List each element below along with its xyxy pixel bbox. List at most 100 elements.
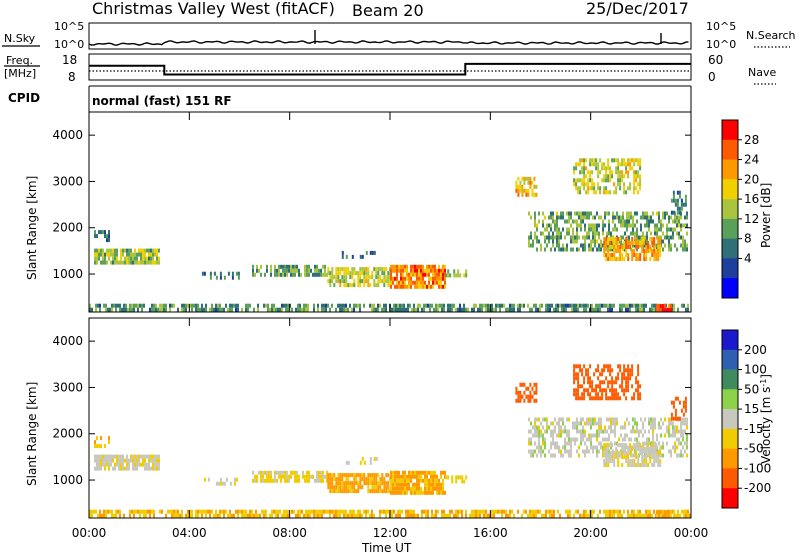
echo-cell [112,454,114,459]
echo-cell [622,223,624,228]
echo-cell [658,441,660,446]
echo-cell [558,235,560,240]
echo-cell [530,235,532,240]
echo-cell [654,231,656,236]
echo-cell [616,211,618,216]
echo-cell [309,509,311,514]
echo-cell [655,510,658,515]
echo-cell [592,449,594,454]
echo-cell [329,307,331,312]
echo-cell [153,509,155,514]
echo-cell [383,283,386,288]
echo-cell [611,174,614,179]
echo-cell [629,307,631,312]
echo-cell [583,162,586,167]
echo-cell [586,417,588,422]
echo-cell [199,509,201,514]
echo-cell [554,417,556,422]
echo-cell [536,433,538,438]
echo-cell [229,303,231,308]
echo-cell [343,267,346,272]
echo-cell [153,513,155,518]
echo-cell [275,513,277,518]
echo-cell [154,466,156,471]
echo-cell [434,272,436,277]
echo-cell [625,166,628,171]
echo-cell [396,268,398,273]
echo-cell [385,481,388,486]
echo-cell [402,276,404,281]
echo-cell [98,462,100,467]
echo-cell [106,252,108,257]
echo-cell [413,307,415,312]
echo-cell [434,478,436,483]
echo-cell [297,307,299,312]
echo-cell [265,303,267,308]
echo-cell [556,235,558,240]
echo-cell [670,416,673,421]
echo-cell [676,437,678,442]
echo-cell [410,272,412,277]
echo-cell [359,254,362,259]
echo-cell [273,509,275,514]
echo-cell [619,170,622,175]
echo-cell [654,425,656,430]
echo-cell [641,241,644,245]
echo-cell [626,227,628,232]
echo-cell [683,513,685,518]
echo-cell [156,458,158,463]
echo-cell [428,470,430,475]
echo-cell [591,303,593,308]
echo-cell [662,453,664,458]
echo-cell [517,398,520,403]
echo-cell [673,513,675,518]
echo-cell [624,425,626,430]
echo-cell [233,477,236,482]
echo-cell [108,252,110,257]
echo-cell [263,513,265,518]
echo-cell [165,513,167,518]
echo-cell [614,223,616,228]
echo-cell [111,509,113,514]
echo-cell [357,485,360,490]
echo-cell [432,490,434,495]
echo-cell [600,441,602,446]
echo-cell [657,514,660,519]
echo-cell [156,248,158,253]
echo-cell [662,421,664,426]
echo-cell [286,264,288,269]
echo-cell [363,279,366,284]
echo-cell [542,223,544,228]
echo-cell [201,271,204,276]
echo-cell [329,271,332,276]
echo-cell [373,250,376,255]
echo-cell [582,417,584,422]
x-axis-label: Time UT [361,541,412,554]
echo-cell [596,453,598,458]
echo-cell [321,509,323,514]
echo-cell [576,231,578,236]
echo-cell [644,215,646,220]
echo-cell [637,190,640,195]
echo-cell [343,513,345,518]
echo-cell [633,190,636,195]
echo-cell [427,303,429,308]
noise-left-tick-bottom: 10^0 [54,38,84,51]
echo-cell [416,490,418,495]
echo-cell [683,509,685,514]
echo-cell [329,481,332,486]
echo-cell [379,481,382,486]
echo-cell [408,284,410,289]
echo-cell [634,235,636,240]
echo-cell [326,470,328,475]
echo-cell [118,260,120,265]
echo-cell [609,241,612,245]
echo-cell [591,384,594,389]
echo-cell [655,308,658,313]
echo-cell [657,463,660,467]
echo-cell [375,481,378,486]
echo-cell [610,425,612,430]
echo-cell [671,303,673,308]
echo-cell [659,451,662,455]
echo-cell [245,307,247,312]
